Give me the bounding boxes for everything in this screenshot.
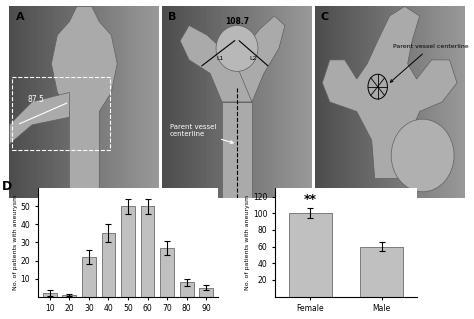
Text: B: B bbox=[168, 12, 176, 22]
Text: Parent vessel centerline: Parent vessel centerline bbox=[390, 44, 468, 82]
Bar bbox=[360, 247, 403, 297]
Bar bbox=[121, 206, 135, 297]
Text: 108.7: 108.7 bbox=[225, 17, 249, 26]
Text: **: ** bbox=[304, 193, 317, 206]
Bar bbox=[200, 288, 213, 297]
Ellipse shape bbox=[216, 26, 258, 71]
Polygon shape bbox=[9, 93, 69, 144]
Text: D: D bbox=[2, 180, 12, 193]
Polygon shape bbox=[234, 16, 285, 102]
Text: L2: L2 bbox=[249, 56, 256, 61]
Polygon shape bbox=[180, 26, 252, 102]
Text: C: C bbox=[321, 12, 329, 22]
Bar bbox=[12, 77, 110, 150]
Polygon shape bbox=[322, 6, 457, 178]
Y-axis label: No. of patients with aneurysm: No. of patients with aneurysm bbox=[13, 195, 18, 290]
Bar bbox=[63, 295, 76, 297]
Bar bbox=[82, 257, 96, 297]
Polygon shape bbox=[222, 102, 252, 197]
Bar bbox=[289, 213, 332, 297]
Bar bbox=[141, 206, 155, 297]
Bar bbox=[160, 248, 174, 297]
Bar bbox=[43, 293, 56, 297]
Bar bbox=[101, 234, 115, 297]
Text: L1: L1 bbox=[216, 56, 223, 61]
Text: A: A bbox=[16, 12, 24, 22]
Bar bbox=[180, 282, 193, 297]
Y-axis label: No. of patients with aneurysm: No. of patients with aneurysm bbox=[245, 195, 250, 290]
Text: 87.5: 87.5 bbox=[28, 95, 45, 104]
Text: Parent vessel
centerline: Parent vessel centerline bbox=[170, 124, 233, 144]
Polygon shape bbox=[51, 6, 117, 197]
Ellipse shape bbox=[391, 119, 454, 192]
